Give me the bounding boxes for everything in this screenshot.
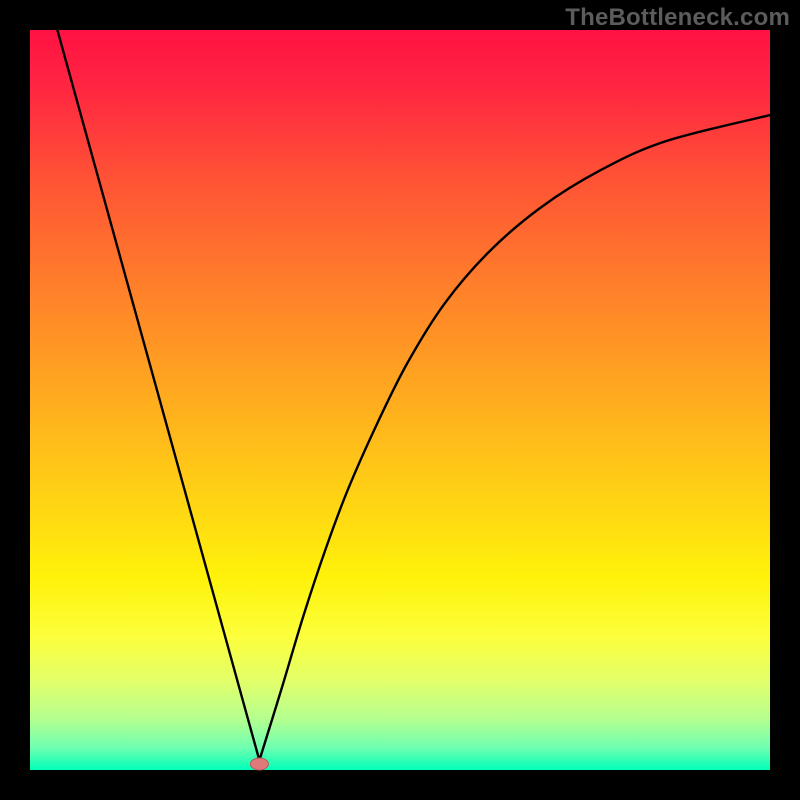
plot-background [30, 30, 770, 770]
bottleneck-chart [0, 0, 800, 800]
watermark-text: TheBottleneck.com [565, 4, 790, 32]
chart-frame: TheBottleneck.com [0, 0, 800, 800]
minimum-marker [250, 758, 268, 770]
